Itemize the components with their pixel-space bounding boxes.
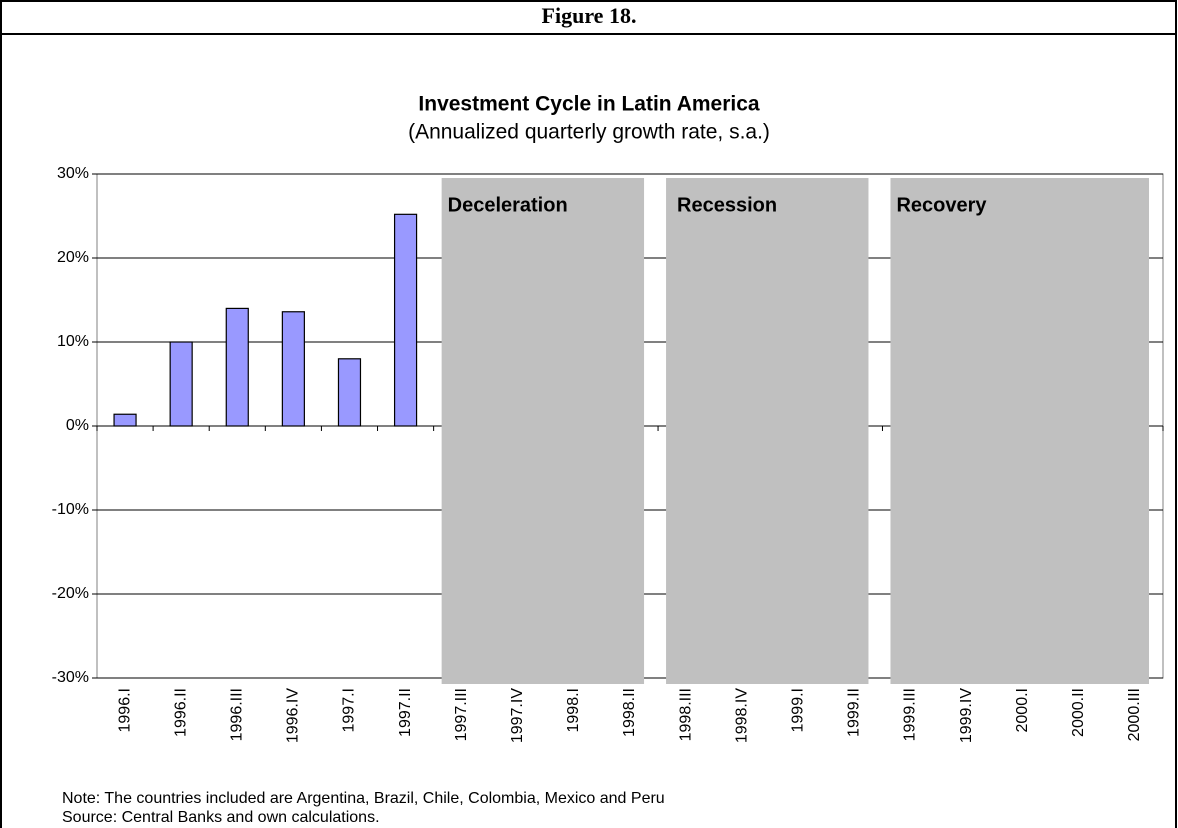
x-tick-label: 1996.IV xyxy=(285,688,302,743)
x-tick-label: 1997.II xyxy=(397,688,414,737)
y-tick-label: -20% xyxy=(52,585,89,602)
x-tick-label: 1997.I xyxy=(341,688,358,732)
x-tick-label: 1996.III xyxy=(228,688,245,741)
bar xyxy=(225,307,249,427)
bar xyxy=(337,358,362,427)
chart-title: Investment Cycle in Latin America xyxy=(418,93,759,116)
x-tick-label: 1997.IV xyxy=(509,688,526,743)
note: Source: Central Banks and own calculatio… xyxy=(62,809,380,826)
bar xyxy=(281,311,305,427)
x-tick-label: 1999.I xyxy=(790,688,807,732)
x-tick-label: 1998.I xyxy=(565,688,582,732)
x-tick-label: 2000.I xyxy=(1014,688,1031,732)
phase-region xyxy=(890,178,1149,684)
y-tick-label: 0% xyxy=(66,417,89,434)
bar xyxy=(393,213,418,427)
x-tick-label: 1999.IV xyxy=(958,688,975,743)
bar xyxy=(169,341,193,427)
x-tick-label: 1997.III xyxy=(453,688,470,741)
x-tick-label: 2000.II xyxy=(1070,688,1087,737)
chart-subtitle: (Annualized quarterly growth rate, s.a.) xyxy=(408,121,770,144)
bar xyxy=(113,413,137,427)
y-tick-label: 30% xyxy=(57,165,89,182)
phase-label: Deceleration xyxy=(448,194,568,216)
x-tick-label: 1999.III xyxy=(902,688,919,741)
y-tick-label: 10% xyxy=(57,333,89,350)
x-tick-label: 1999.II xyxy=(846,688,863,737)
phase-label: Recession xyxy=(677,194,777,216)
phase-region xyxy=(441,178,645,684)
x-tick-label: 1998.III xyxy=(677,688,694,741)
phase-label: Recovery xyxy=(896,194,987,216)
x-tick-label: 1998.IV xyxy=(733,688,750,743)
y-tick-label: -30% xyxy=(52,669,89,686)
x-tick-label: 1996.I xyxy=(116,688,133,732)
x-tick-label: 1998.II xyxy=(621,688,638,737)
y-tick-label: -10% xyxy=(52,501,89,518)
note: Note: The countries included are Argenti… xyxy=(62,790,665,807)
x-tick-label: 1996.II xyxy=(172,688,189,737)
y-tick-label: 20% xyxy=(57,249,89,266)
x-tick-label: 2000.III xyxy=(1126,688,1143,741)
phase-region xyxy=(666,178,869,684)
figure-label: Figure 18. xyxy=(542,3,637,28)
